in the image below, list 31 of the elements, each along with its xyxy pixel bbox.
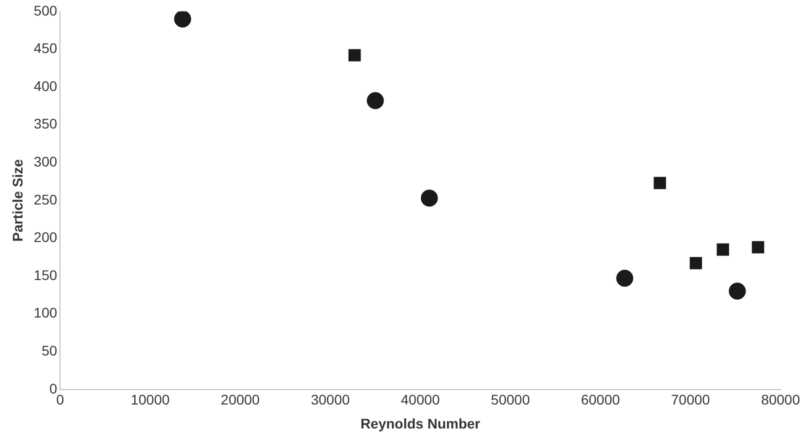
y-tick-label: 300 xyxy=(34,153,58,170)
y-tick-label: 50 xyxy=(42,342,58,358)
point xyxy=(366,92,384,110)
point xyxy=(654,176,666,190)
x-tick-label: 20000 xyxy=(220,392,260,408)
x-tick-label: 50000 xyxy=(490,392,530,408)
x-tick-label: 30000 xyxy=(310,392,350,408)
y-tick-label: 400 xyxy=(34,78,58,94)
x-axis-title: Reynolds Number xyxy=(360,415,481,432)
point xyxy=(716,243,730,256)
x-tick-label: 60000 xyxy=(580,392,620,408)
y-tick-label: 100 xyxy=(34,304,58,321)
y-tick-label: 250 xyxy=(34,191,58,208)
y-tick-label: 350 xyxy=(34,116,58,132)
point xyxy=(690,256,702,270)
y-tick-label: 450 xyxy=(34,40,58,56)
x-tick-label: 10000 xyxy=(130,392,170,408)
point xyxy=(616,270,634,287)
point xyxy=(728,282,746,300)
point xyxy=(752,241,764,254)
point xyxy=(420,190,438,207)
y-axis-title: Particle Size xyxy=(9,158,26,242)
x-tick-label: 80000 xyxy=(761,392,800,408)
y-tick-label: 150 xyxy=(34,266,58,283)
point xyxy=(348,49,361,62)
y-tick-label: 0 xyxy=(49,380,58,396)
y-tick-label: 500 xyxy=(34,2,58,18)
y-tick-label: 200 xyxy=(34,229,58,246)
point xyxy=(174,11,192,28)
x-tick-label: 40000 xyxy=(400,392,440,408)
x-tick-label: 70000 xyxy=(671,392,710,408)
